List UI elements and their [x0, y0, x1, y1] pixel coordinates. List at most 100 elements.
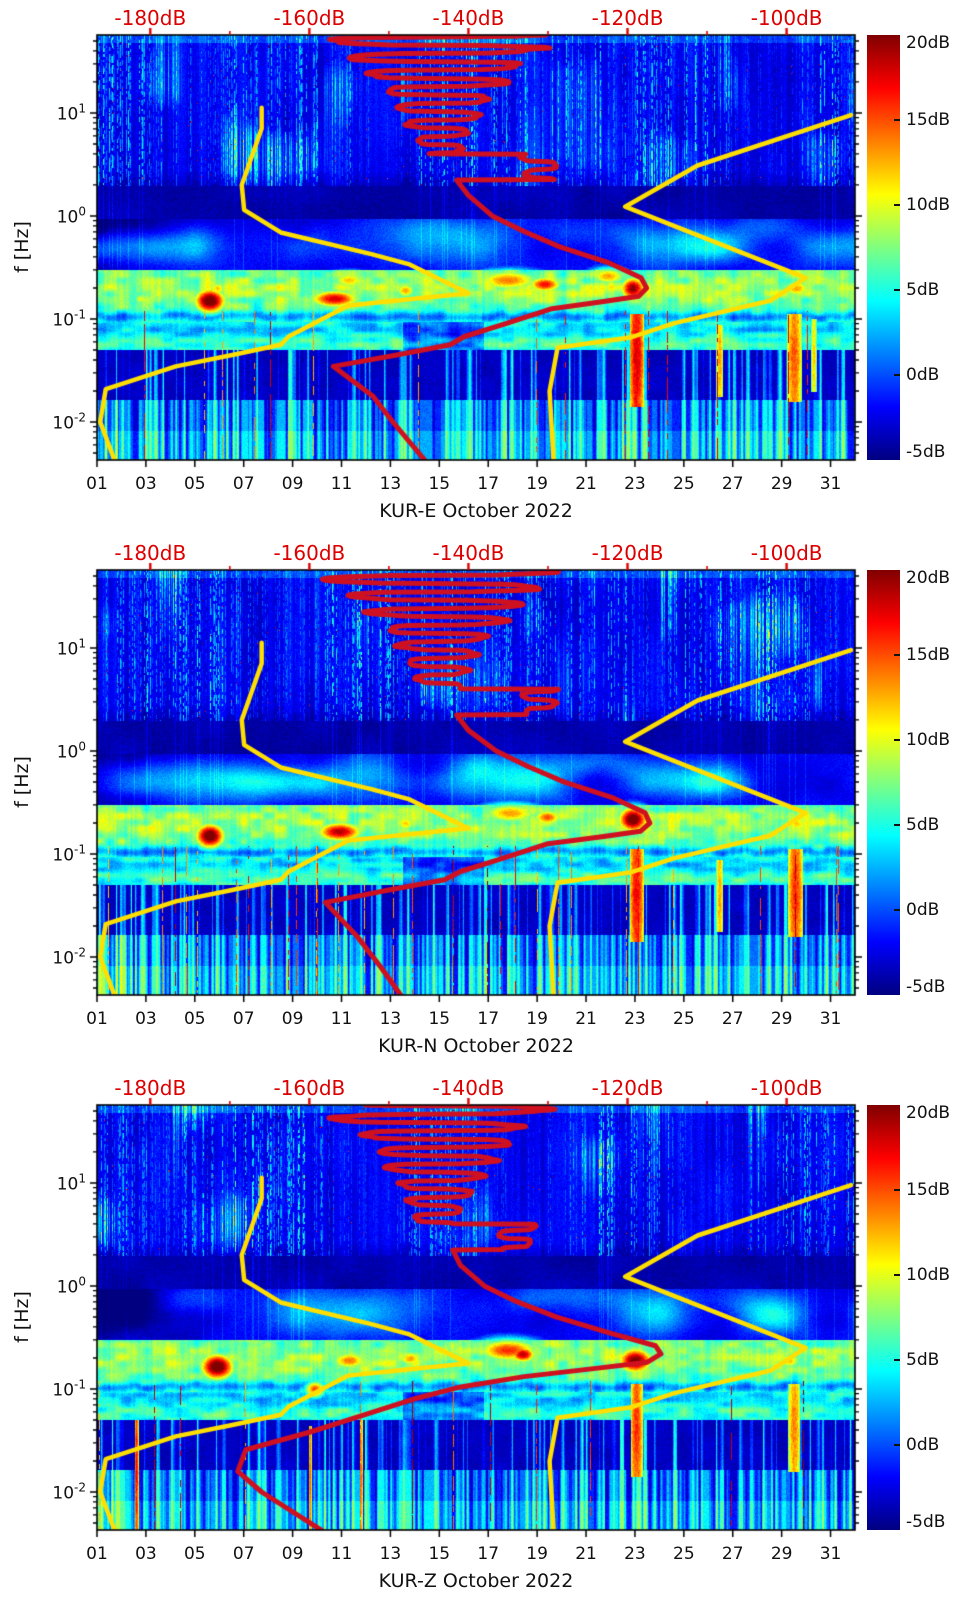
- x-tick-label: 15: [428, 1544, 451, 1564]
- colorbar-tick-mark: [894, 1359, 900, 1361]
- x-tick-label: 15: [428, 474, 451, 494]
- colorbar-tick-label: 15dB: [906, 110, 951, 130]
- top-axis-db-label: -120dB: [591, 1076, 664, 1100]
- y-tick-label: 100: [56, 1274, 86, 1298]
- colorbar-tick-label: 20dB: [906, 1103, 951, 1123]
- y-axis-title: f [Hz]: [11, 220, 33, 273]
- colorbar-tick-mark: [894, 1274, 900, 1276]
- colorbar-tick-label: 0dB: [906, 900, 940, 920]
- x-tick-label: 09: [281, 474, 304, 494]
- x-tick-label: 17: [477, 474, 500, 494]
- spectrogram-canvas-kur-e: [87, 25, 865, 470]
- y-tick-label: 10-2: [52, 410, 86, 434]
- x-tick-label: 19: [526, 1009, 548, 1029]
- colorbar-tick-label: 0dB: [906, 365, 940, 385]
- colorbar-tick-label: 15dB: [906, 645, 951, 665]
- x-tick-label: 11: [330, 1544, 353, 1564]
- x-tick-label: 29: [770, 1009, 793, 1029]
- top-axis-db-label: -140dB: [432, 1076, 505, 1100]
- x-tick-label: 23: [624, 1544, 646, 1564]
- x-tick-label: 17: [477, 1544, 500, 1564]
- x-tick-label: 09: [281, 1544, 304, 1564]
- x-tick-label: 15: [428, 1009, 451, 1029]
- y-tick-label: 10-2: [52, 1480, 86, 1504]
- top-axis-db-label: -100dB: [750, 541, 823, 565]
- x-tick-label: 17: [477, 1009, 500, 1029]
- y-tick-label: 100: [56, 739, 86, 763]
- y-tick-label: 101: [56, 1171, 86, 1195]
- x-tick-label: 03: [135, 1009, 157, 1029]
- colorbar-tick-label: 5dB: [906, 1350, 940, 1370]
- x-tick-label: 05: [183, 1544, 206, 1564]
- top-axis-db-label: -160dB: [273, 6, 346, 30]
- colorbar-tick-label: 5dB: [906, 280, 940, 300]
- colorbar-tick-mark: [894, 1189, 900, 1191]
- panel-title: KUR-E October 2022: [379, 500, 573, 522]
- colorbar-tick-label: 5dB: [906, 815, 940, 835]
- colorbar-tick-label: -5dB: [906, 977, 946, 997]
- colorbar-tick-label: 10dB: [906, 1265, 951, 1285]
- colorbar-tick-label: 20dB: [906, 568, 951, 588]
- top-axis-db-label: -100dB: [750, 1076, 823, 1100]
- x-tick-label: 31: [819, 474, 842, 494]
- x-tick-label: 21: [575, 1009, 597, 1029]
- x-tick-label: 21: [575, 1544, 597, 1564]
- colorbar-tick-mark: [894, 374, 900, 376]
- x-tick-label: 09: [281, 1009, 304, 1029]
- top-axis-db-label: -140dB: [432, 541, 505, 565]
- colorbar: [867, 35, 900, 460]
- colorbar-tick-label: 10dB: [906, 730, 951, 750]
- x-tick-label: 13: [379, 1009, 402, 1029]
- colorbar-tick-label: -5dB: [906, 1512, 946, 1532]
- x-tick-label: 07: [232, 474, 255, 494]
- top-axis-db-label: -160dB: [273, 541, 346, 565]
- y-tick-label: 10-1: [52, 307, 86, 331]
- x-tick-label: 13: [379, 474, 402, 494]
- y-tick-label: 10-1: [52, 842, 86, 866]
- x-tick-label: 11: [330, 474, 353, 494]
- x-tick-label: 19: [526, 1544, 548, 1564]
- colorbar: [867, 570, 900, 995]
- spectrogram-canvas-kur-z: [87, 1095, 865, 1540]
- colorbar-tick-mark: [894, 824, 900, 826]
- colorbar-tick-mark: [894, 654, 900, 656]
- colorbar-tick-mark: [894, 1444, 900, 1446]
- top-axis-db-label: -160dB: [273, 1076, 346, 1100]
- x-tick-label: 07: [232, 1009, 255, 1029]
- x-tick-label: 25: [673, 474, 695, 494]
- x-tick-label: 27: [721, 1009, 744, 1029]
- x-tick-label: 01: [86, 1544, 108, 1564]
- y-tick-label: 100: [56, 204, 86, 228]
- colorbar-tick-label: 0dB: [906, 1435, 940, 1455]
- x-tick-label: 03: [135, 474, 157, 494]
- x-tick-label: 25: [673, 1009, 695, 1029]
- x-tick-label: 23: [624, 474, 646, 494]
- x-tick-label: 05: [183, 1009, 206, 1029]
- x-tick-label: 13: [379, 1544, 402, 1564]
- colorbar-tick-label: 15dB: [906, 1180, 951, 1200]
- top-axis-db-label: -180dB: [114, 6, 187, 30]
- y-tick-label: 10-1: [52, 1377, 86, 1401]
- x-tick-label: 01: [86, 1009, 108, 1029]
- colorbar-tick-mark: [894, 739, 900, 741]
- y-axis-title: f [Hz]: [11, 1290, 33, 1343]
- top-axis-db-label: -120dB: [591, 541, 664, 565]
- x-tick-label: 27: [721, 474, 744, 494]
- x-tick-label: 05: [183, 474, 206, 494]
- colorbar-tick-label: 10dB: [906, 195, 951, 215]
- y-tick-label: 101: [56, 101, 86, 125]
- y-axis-title: f [Hz]: [11, 755, 33, 808]
- x-tick-label: 23: [624, 1009, 646, 1029]
- top-axis-db-label: -180dB: [114, 541, 187, 565]
- top-axis-db-label: -140dB: [432, 6, 505, 30]
- x-tick-label: 25: [673, 1544, 695, 1564]
- colorbar-tick-mark: [894, 204, 900, 206]
- colorbar-tick-mark: [894, 119, 900, 121]
- x-tick-label: 27: [721, 1544, 744, 1564]
- top-axis-db-label: -180dB: [114, 1076, 187, 1100]
- spectrogram-canvas-kur-n: [87, 560, 865, 1005]
- x-tick-label: 11: [330, 1009, 353, 1029]
- panel-title: KUR-Z October 2022: [378, 1570, 574, 1592]
- x-tick-label: 01: [86, 474, 108, 494]
